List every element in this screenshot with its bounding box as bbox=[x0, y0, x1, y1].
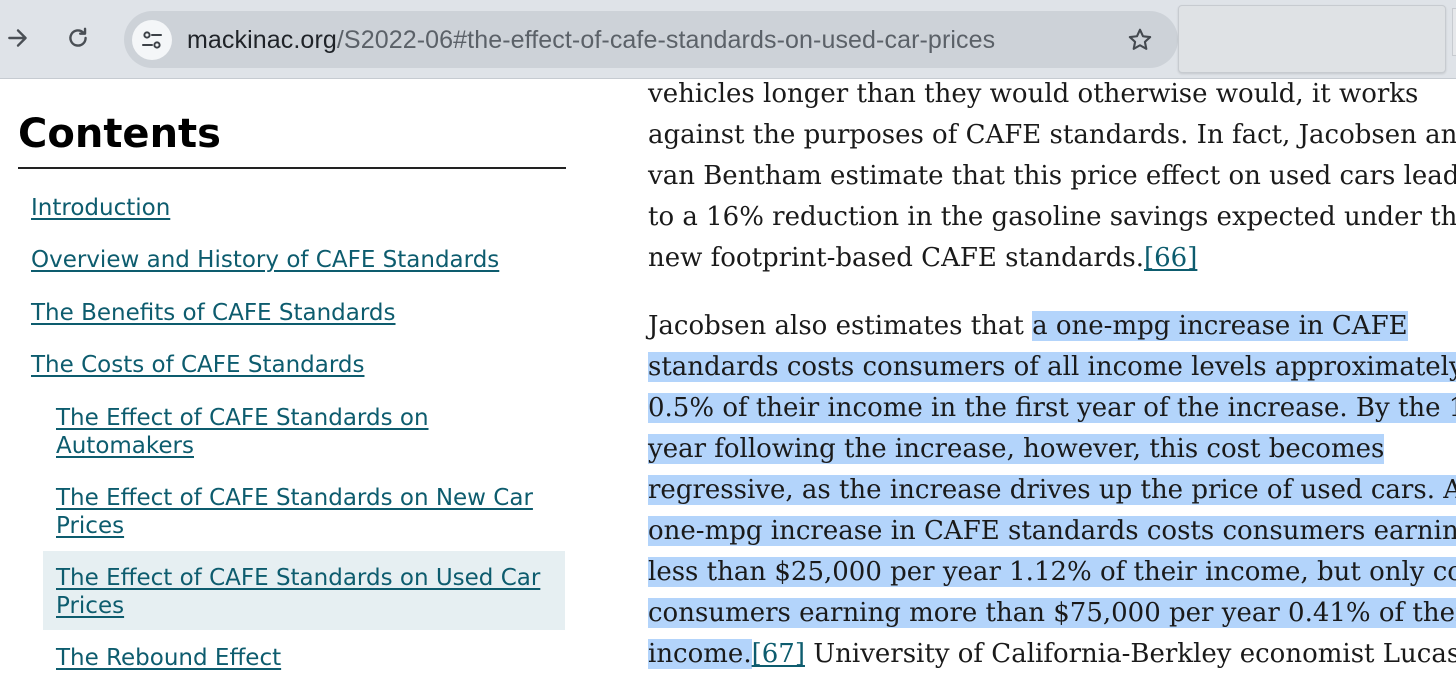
text-line: new footprint-based CAFE standards.[66] bbox=[648, 238, 1197, 279]
forward-button[interactable] bbox=[0, 18, 38, 58]
text-span: Jacobsen also estimates that bbox=[648, 311, 1033, 341]
toc-item-effect-automakers[interactable]: The Effect of CAFE Standards on Automake… bbox=[56, 404, 429, 460]
toc-item-costs[interactable]: The Costs of CAFE Standards bbox=[31, 352, 365, 378]
toc-item-label-line: The Effect of CAFE Standards on bbox=[56, 405, 429, 431]
toc-item-overview-history[interactable]: Overview and History of CAFE Standards bbox=[31, 247, 500, 273]
footnote-link-67[interactable]: [67] bbox=[751, 639, 805, 669]
text-line: standards costs consumers of all income … bbox=[648, 347, 1456, 388]
toolbar-edge-button[interactable] bbox=[1452, 8, 1456, 56]
selected-text: less than $25,000 per year 1.12% of thei… bbox=[648, 557, 1456, 587]
toc-active-highlight bbox=[43, 551, 565, 630]
toc-item-label-line: Automakers bbox=[56, 433, 194, 459]
url-host: mackinac.org bbox=[187, 26, 337, 54]
text-line: 0.5% of their income in the first year o… bbox=[648, 388, 1456, 429]
toc-item-label-line: Prices bbox=[56, 593, 125, 619]
text-span: new footprint-based CAFE standards. bbox=[648, 243, 1144, 273]
text-line: regressive, as the increase drives up th… bbox=[648, 470, 1456, 511]
site-info-button[interactable] bbox=[132, 20, 172, 60]
url-path: /S2022-06#the-effect-of-cafe-standards-o… bbox=[336, 26, 996, 54]
selected-text: regressive, as the increase drives up th… bbox=[648, 475, 1456, 505]
bookmark-button[interactable] bbox=[1124, 24, 1156, 56]
toc-item-label-line: The Effect of CAFE Standards on New Car bbox=[56, 485, 533, 511]
text-line: vehicles longer than they would otherwis… bbox=[648, 79, 1419, 109]
text-line: year following the increase, however, th… bbox=[648, 429, 1385, 470]
selected-text: 0.5% of their income in the first year o… bbox=[648, 393, 1456, 423]
text-line: to a 16% reduction in the gasoline savin… bbox=[648, 202, 1456, 232]
url-text[interactable]: mackinac.org/S2022-06#the-effect-of-cafe… bbox=[187, 25, 995, 55]
extension-panel[interactable] bbox=[1178, 5, 1446, 73]
tune-icon bbox=[142, 31, 162, 49]
selected-text: income. bbox=[648, 639, 752, 669]
toc-item-benefits[interactable]: The Benefits of CAFE Standards bbox=[31, 300, 396, 326]
reload-button[interactable] bbox=[58, 18, 98, 58]
text-line: consumers earning more than $75,000 per … bbox=[648, 593, 1456, 634]
toc-item-effect-used-car-prices[interactable]: The Effect of CAFE Standards on Used Car… bbox=[56, 564, 540, 620]
address-bar[interactable]: mackinac.org/S2022-06#the-effect-of-cafe… bbox=[124, 11, 1178, 68]
selected-text: one-mpg increase in CAFE standards costs… bbox=[648, 516, 1456, 546]
browser-toolbar: mackinac.org/S2022-06#the-effect-of-cafe… bbox=[0, 0, 1456, 79]
footnote-link-66[interactable]: [66] bbox=[1144, 243, 1198, 273]
star-icon bbox=[1128, 28, 1152, 50]
toc-item-label-line: Prices bbox=[56, 513, 125, 539]
text-line: income.[67] University of California-Ber… bbox=[648, 634, 1456, 675]
text-line: van Bentham estimate that this price eff… bbox=[648, 161, 1456, 191]
selected-text: standards costs consumers of all income … bbox=[648, 352, 1456, 382]
selected-text: a one-mpg increase in CAFE bbox=[1032, 311, 1408, 341]
arrow-right-icon bbox=[8, 29, 27, 47]
toc-item-label-line: The Effect of CAFE Standards on Used Car bbox=[56, 565, 541, 591]
contents-divider bbox=[18, 167, 566, 169]
selected-text: year following the increase, however, th… bbox=[648, 434, 1385, 464]
reload-icon bbox=[69, 27, 87, 47]
selected-text: consumers earning more than $75,000 per … bbox=[648, 598, 1456, 628]
toc-item-rebound-effect[interactable]: The Rebound Effect bbox=[56, 645, 282, 671]
text-line: one-mpg increase in CAFE standards costs… bbox=[648, 511, 1456, 552]
text-line: Jacobsen also estimates that a one-mpg i… bbox=[648, 306, 1408, 347]
contents-heading: Contents bbox=[18, 111, 221, 157]
toc-item-effect-new-car-prices[interactable]: The Effect of CAFE Standards on New Car … bbox=[56, 484, 533, 540]
text-line: less than $25,000 per year 1.12% of thei… bbox=[648, 552, 1456, 593]
text-line: against the purposes of CAFE standards. … bbox=[648, 120, 1456, 150]
toc-item-introduction[interactable]: Introduction bbox=[31, 195, 171, 221]
text-span: University of California-Berkley economi… bbox=[804, 639, 1456, 669]
